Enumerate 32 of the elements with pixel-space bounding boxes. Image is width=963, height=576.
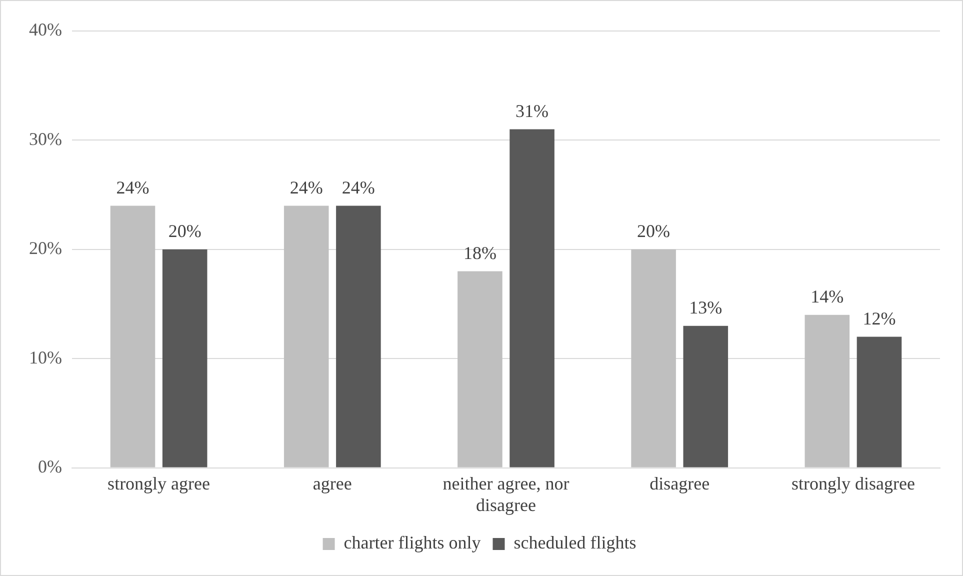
data-label: 20%: [168, 221, 202, 242]
bar: [284, 206, 329, 468]
x-tick-label: neither agree, nor disagree: [442, 473, 570, 515]
bar: [631, 249, 676, 468]
bar: [162, 249, 208, 468]
data-label: 24%: [342, 177, 375, 198]
y-tick-label: 30%: [28, 128, 62, 149]
y-tick-label: 40%: [28, 20, 62, 40]
bar: [804, 314, 850, 468]
data-label: 24%: [290, 177, 323, 198]
data-label: 20%: [637, 221, 670, 242]
data-label: 13%: [689, 298, 722, 318]
legend-label: charter flights only: [344, 532, 481, 553]
x-tick-label: agree: [312, 473, 352, 494]
legend-label: scheduled flights: [514, 532, 636, 553]
x-tick-label: strongly agree: [108, 473, 210, 494]
bar: [110, 206, 156, 468]
bar: [458, 271, 502, 468]
bar: [510, 129, 554, 468]
bar: [856, 336, 902, 468]
data-label: 31%: [516, 101, 549, 122]
data-label: 24%: [116, 177, 150, 198]
x-tick-label: disagree: [650, 473, 710, 494]
bar: [336, 206, 381, 468]
data-label: 18%: [463, 242, 496, 263]
y-tick-label: 0%: [38, 456, 62, 477]
data-label: 14%: [810, 286, 844, 307]
y-tick-label: 20%: [28, 238, 62, 258]
data-label: 12%: [862, 308, 896, 328]
y-tick-label: 10%: [28, 347, 62, 368]
x-tick-label: strongly disagree: [791, 473, 915, 494]
bar: [683, 326, 728, 468]
